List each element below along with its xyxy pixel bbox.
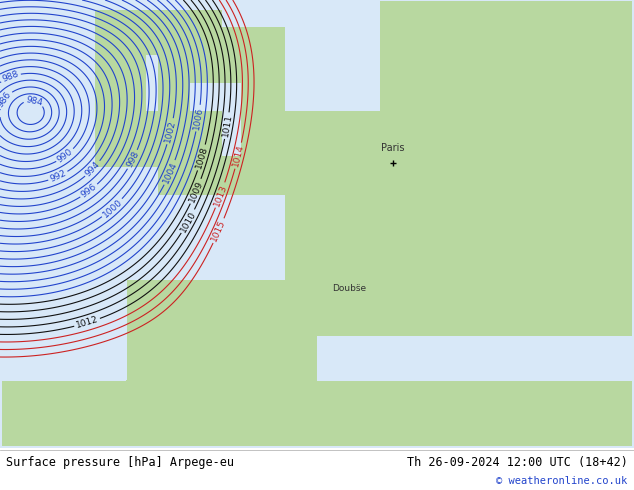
Text: 1013: 1013 [212, 183, 228, 207]
Text: Doubs̈e: Doubs̈e [332, 284, 366, 294]
Text: 984: 984 [25, 95, 43, 107]
Text: 990: 990 [56, 147, 75, 165]
Text: 998: 998 [125, 150, 141, 169]
Text: 1014: 1014 [231, 144, 245, 168]
Text: 1010: 1010 [179, 209, 198, 234]
Text: © weatheronline.co.uk: © weatheronline.co.uk [496, 476, 628, 486]
Text: 992: 992 [48, 169, 68, 184]
Text: 1011: 1011 [221, 114, 233, 138]
Text: Surface pressure [hPa] Arpege-eu: Surface pressure [hPa] Arpege-eu [6, 456, 235, 469]
Text: 1000: 1000 [101, 197, 124, 219]
Text: Paris: Paris [381, 143, 405, 153]
Text: 996: 996 [79, 182, 99, 200]
Text: 1012: 1012 [75, 315, 100, 330]
Text: 988: 988 [1, 70, 20, 84]
Text: 1006: 1006 [192, 106, 205, 130]
Text: 1009: 1009 [187, 179, 205, 204]
Text: 1002: 1002 [164, 119, 178, 144]
Text: 1008: 1008 [194, 145, 209, 170]
Text: Th 26-09-2024 12:00 UTC (18+42): Th 26-09-2024 12:00 UTC (18+42) [407, 456, 628, 469]
Text: 994: 994 [84, 160, 102, 178]
Text: 1004: 1004 [161, 160, 179, 185]
Text: 1015: 1015 [210, 219, 228, 243]
Text: 986: 986 [0, 90, 13, 109]
